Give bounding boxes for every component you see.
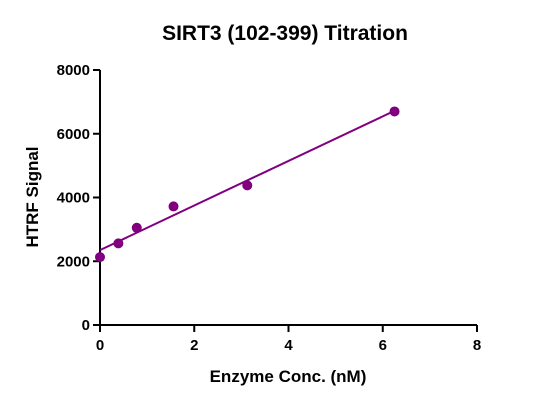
x-axis-label: Enzyme Conc. (nM) (210, 367, 367, 386)
data-point-3 (168, 201, 179, 212)
x-tick-label-1: 2 (190, 337, 198, 354)
y-tick-label-1: 2000 (57, 253, 90, 270)
data-points (95, 106, 400, 263)
y-tick-label-3: 6000 (57, 126, 90, 143)
data-point-2 (131, 222, 142, 233)
data-point-5 (389, 106, 400, 117)
ticks: 0 2000 4000 6000 8000 0 2 4 6 8 (57, 62, 482, 354)
data-point-4 (242, 180, 253, 191)
x-tick-label-3: 6 (379, 337, 387, 354)
data-point-1 (113, 238, 124, 249)
y-axis-label: HTRF Signal (23, 146, 42, 247)
y-tick-label-4: 8000 (57, 62, 90, 79)
x-tick-label-4: 8 (473, 337, 481, 354)
x-tick-label-0: 0 (96, 337, 104, 354)
chart-title: SIRT3 (102-399) Titration (162, 22, 408, 45)
y-tick-label-0: 0 (82, 317, 90, 334)
data-point-0 (95, 252, 105, 263)
y-tick-label-2: 4000 (57, 190, 90, 207)
x-tick-label-2: 4 (284, 337, 293, 354)
